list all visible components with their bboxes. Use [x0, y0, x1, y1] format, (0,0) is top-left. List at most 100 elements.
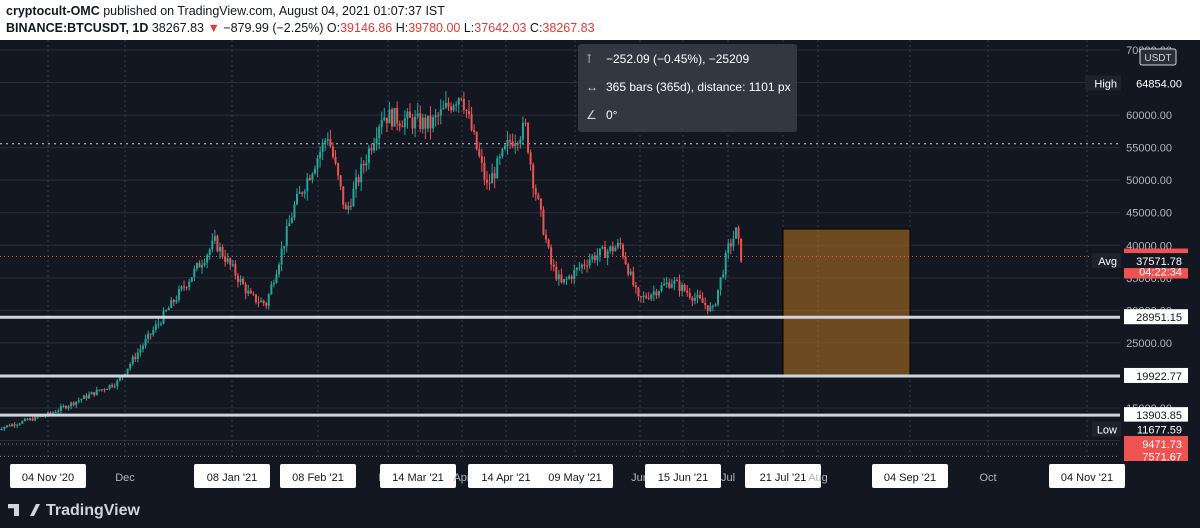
horizontal-measure-icon: ↔: [586, 80, 598, 94]
candle-body: [244, 284, 247, 294]
candle-body: [203, 262, 206, 266]
candle-body: [211, 240, 214, 250]
price-tag-label: High: [1094, 78, 1117, 90]
currency-tag: [1139, 48, 1177, 66]
candle-body: [136, 352, 139, 360]
candle-body: [59, 406, 62, 411]
y-tick-label: 60000.00: [1126, 110, 1172, 122]
candle-body: [468, 110, 471, 115]
candle-body: [285, 226, 288, 247]
candle-body: [652, 291, 655, 295]
candle-body: [72, 402, 75, 405]
candle-body: [521, 122, 524, 140]
candle-body: [552, 264, 555, 267]
candle-body: [586, 265, 589, 267]
candle-body: [90, 392, 93, 395]
x-label-box: [380, 464, 456, 488]
candle-body: [650, 294, 653, 299]
candle-body: [198, 263, 201, 268]
candle-body: [172, 300, 175, 303]
high-label: H:: [395, 21, 409, 35]
candle-body: [290, 217, 293, 223]
candle-body: [619, 242, 622, 245]
candle-body: [383, 117, 386, 121]
candle-body: [13, 424, 16, 426]
candle-body: [347, 205, 350, 210]
candle-body: [688, 292, 691, 298]
x-tick-label: Dec: [115, 472, 135, 484]
candle-body: [675, 280, 678, 282]
candle-body: [465, 109, 468, 111]
candle-body: [11, 424, 14, 427]
candle-body: [439, 109, 442, 116]
candle-body: [696, 294, 699, 298]
price-change: −879.99 (−2.25%): [223, 21, 324, 35]
candle-body: [719, 277, 722, 290]
candle-body: [82, 395, 85, 400]
tooltip-bars: 365 bars (365d), distance: 1101 px: [606, 80, 791, 94]
candle-body: [311, 173, 314, 180]
candle-body: [301, 192, 304, 194]
x-label-box: [468, 464, 544, 488]
candle-body: [77, 400, 80, 402]
candle-body: [339, 175, 342, 187]
y-tick-label: 45000.00: [1126, 208, 1172, 220]
candle-body: [711, 305, 714, 307]
candle-body: [283, 246, 286, 249]
candle-body: [519, 139, 522, 144]
candle-body: [64, 406, 67, 409]
candle-body: [29, 418, 32, 421]
measure-tooltip: ⊺ −252.09 (−0.45%), −25209 ↔ 365 bars (365…: [578, 44, 797, 132]
candle-body: [647, 297, 650, 299]
x-label-box: [1049, 464, 1125, 488]
candle-body: [419, 113, 422, 130]
candle-body: [134, 356, 137, 360]
x-tick-label: 14 Apr '21: [481, 472, 530, 484]
candle-body: [550, 247, 553, 265]
candle-body: [16, 424, 19, 426]
author[interactable]: cryptocult-OMC: [6, 4, 100, 18]
candle-body: [593, 255, 596, 261]
candle-body: [509, 139, 512, 142]
candle-body: [485, 179, 488, 183]
candle-body: [709, 305, 712, 311]
candlestick-chart[interactable]: 70000.0065000.0060000.0055000.0050000.00…: [0, 40, 1200, 494]
candle-body: [357, 177, 360, 183]
candle-body: [36, 416, 39, 418]
candle-body: [249, 290, 252, 294]
publish-line: cryptocult-OMC published on TradingView.…: [6, 4, 445, 18]
candle-body: [591, 255, 594, 260]
candle-body: [401, 126, 404, 128]
candle-body: [632, 271, 635, 286]
candle-body: [165, 310, 168, 312]
candle-body: [126, 368, 129, 374]
candle-body: [503, 145, 506, 149]
candle-body: [23, 418, 26, 421]
x-tick-label: 04 Nov '21: [1061, 472, 1113, 484]
candle-body: [493, 173, 496, 179]
candle-body: [275, 274, 278, 283]
candle-body: [583, 264, 586, 266]
candle-body: [506, 139, 509, 146]
candle-body: [678, 280, 681, 291]
candle-body: [252, 293, 255, 295]
candle-body: [426, 115, 429, 129]
tradingview-logo[interactable]: TradingView: [8, 502, 140, 520]
candle-body: [717, 289, 720, 305]
candle-body: [380, 120, 383, 127]
candle-body: [681, 284, 684, 291]
candle-body: [498, 156, 501, 159]
candle-body: [642, 295, 645, 298]
candle-body: [296, 193, 299, 205]
candle-body: [627, 264, 630, 275]
chart-header: cryptocult-OMC published on TradingView.…: [0, 0, 1200, 40]
down-arrow-icon: ▼: [207, 21, 220, 35]
candle-body: [478, 149, 481, 156]
candle-body: [344, 204, 347, 210]
symbol[interactable]: BINANCE:BTCUSDT, 1D: [6, 21, 149, 35]
price-label-countdown: 04:22:34: [1139, 267, 1182, 279]
candle-body: [31, 418, 34, 421]
candle-body: [370, 148, 373, 151]
candle-body: [732, 238, 735, 247]
price-label-box: [1124, 435, 1188, 451]
